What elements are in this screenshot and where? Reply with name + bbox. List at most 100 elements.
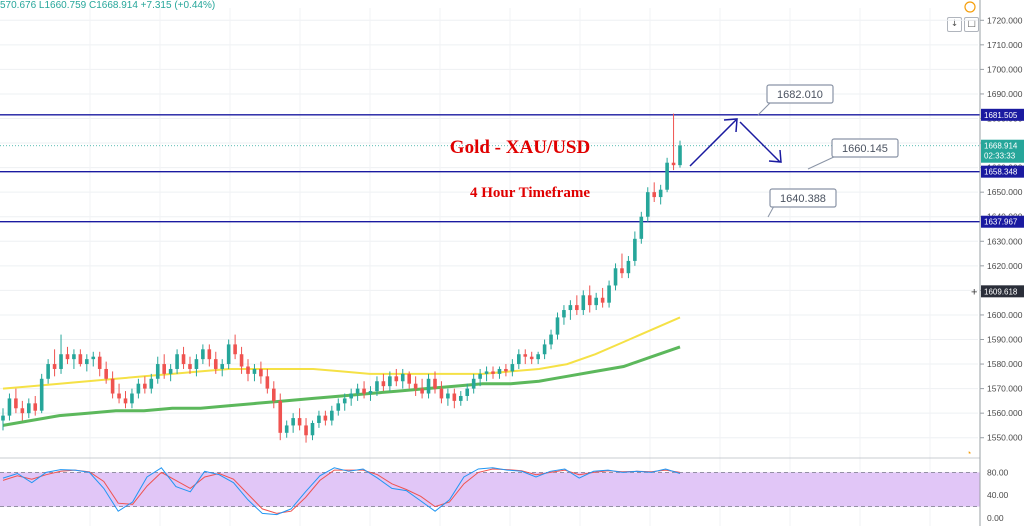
candle-body bbox=[575, 305, 579, 311]
candle-body bbox=[420, 388, 424, 394]
candle-body bbox=[452, 393, 457, 401]
candle-body bbox=[46, 364, 50, 379]
callout-label: 1660.145 bbox=[842, 143, 888, 155]
stoch-tick-label: 0.00 bbox=[987, 513, 1004, 523]
candle-body bbox=[155, 364, 160, 379]
candle-body bbox=[304, 425, 308, 436]
candle-body bbox=[207, 349, 212, 360]
candle-body bbox=[330, 410, 334, 421]
candle-body bbox=[523, 354, 528, 357]
candle-body bbox=[239, 354, 244, 367]
candle-body bbox=[52, 364, 57, 369]
level-tag-label: 1681.505 bbox=[984, 111, 1018, 120]
candle-body bbox=[665, 162, 669, 190]
arrow-up-head[interactable] bbox=[723, 118, 738, 133]
callout-box[interactable] bbox=[769, 188, 837, 208]
candle-body bbox=[91, 356, 96, 360]
y-tick-label: 1650.000 bbox=[987, 187, 1023, 197]
candle-body bbox=[626, 260, 631, 274]
y-tick-label: 1590.000 bbox=[987, 335, 1023, 345]
candle-body bbox=[633, 238, 637, 261]
price-axis[interactable]: 1550.000 1560.000 1570.000 1580.000 1590.000… bbox=[979, 0, 1024, 526]
candle-body bbox=[568, 305, 573, 311]
chart-subtitle: 4 Hour Timeframe bbox=[470, 185, 590, 201]
candle-body bbox=[426, 378, 431, 394]
candle-body bbox=[465, 388, 470, 396]
moving-averages bbox=[2, 316, 681, 427]
level-tag-label: 1658.348 bbox=[984, 168, 1018, 177]
candle-body bbox=[188, 364, 192, 369]
candle-body bbox=[549, 334, 553, 345]
ma-slow-line bbox=[2, 345, 681, 427]
stoch-tick-label: 80.00 bbox=[987, 467, 1009, 477]
candle-body bbox=[510, 364, 515, 372]
y-tick-label: 1600.000 bbox=[987, 310, 1023, 320]
level-tag bbox=[981, 165, 1024, 178]
level-tag-label: 1637.967 bbox=[984, 218, 1018, 227]
candle-body bbox=[581, 295, 586, 311]
candle-body bbox=[471, 378, 476, 389]
candle-body bbox=[587, 295, 592, 306]
candle-body bbox=[349, 393, 353, 399]
projection-arrows[interactable] bbox=[689, 118, 782, 167]
candle-body bbox=[639, 216, 644, 239]
candle-body bbox=[272, 388, 276, 401]
callout-box[interactable] bbox=[831, 138, 899, 158]
side-icons[interactable]: ◔ bbox=[964, 1, 976, 458]
stoch-band bbox=[0, 472, 980, 507]
candle-body bbox=[491, 371, 495, 374]
chart-title: Gold - XAU/USD bbox=[450, 137, 590, 158]
y-tick-label: 1570.000 bbox=[987, 384, 1023, 394]
candle-body bbox=[1, 415, 5, 421]
callout-label: 1682.010 bbox=[777, 89, 823, 101]
candle-body bbox=[278, 400, 283, 433]
arrow-up-line[interactable] bbox=[689, 119, 737, 167]
arrow-down-head[interactable] bbox=[768, 149, 782, 163]
candle-body bbox=[85, 359, 89, 365]
candle-body bbox=[478, 373, 482, 379]
current-price-tag bbox=[981, 139, 1024, 163]
candle-body bbox=[607, 285, 611, 303]
y-tick-label: 1630.000 bbox=[987, 236, 1023, 246]
axis-background bbox=[980, 0, 1024, 526]
candle-body bbox=[168, 368, 173, 374]
candle-body bbox=[226, 344, 231, 365]
candle-body bbox=[33, 403, 38, 411]
y-tick-label: 1560.000 bbox=[987, 408, 1023, 418]
clock-icon[interactable] bbox=[964, 1, 976, 13]
alert-icon[interactable]: ◔ bbox=[966, 448, 971, 458]
candle-body bbox=[678, 145, 682, 166]
candle-body bbox=[394, 376, 399, 382]
candle-body bbox=[104, 368, 108, 379]
candle-body bbox=[497, 368, 502, 374]
y-tick-label: 1720.000 bbox=[987, 15, 1023, 25]
candle-body bbox=[613, 268, 618, 286]
callout-box[interactable] bbox=[766, 84, 834, 104]
candle-body bbox=[136, 383, 141, 394]
stochastic-axis: 0.00 40.00 80.00 bbox=[987, 467, 1009, 523]
candle-body bbox=[388, 376, 392, 387]
candle-body bbox=[284, 425, 289, 433]
candle-body bbox=[213, 359, 218, 369]
candle-body bbox=[529, 356, 534, 360]
crosshair-price-label: 1609.618 bbox=[984, 287, 1018, 296]
candle-body bbox=[368, 391, 373, 394]
stoch-k-line bbox=[2, 467, 681, 516]
candle-body bbox=[162, 364, 166, 374]
price-callouts[interactable]: 1682.010 1660.145 1640.388 bbox=[757, 84, 899, 218]
arrow-down-line[interactable] bbox=[739, 121, 781, 163]
callout-label: 1640.388 bbox=[780, 193, 826, 205]
stoch-tick-label: 40.00 bbox=[987, 490, 1009, 500]
horizontal-levels[interactable] bbox=[0, 114, 980, 223]
candle-body bbox=[72, 354, 76, 360]
candle-body bbox=[259, 368, 263, 377]
candle-body bbox=[65, 354, 70, 360]
candle-body bbox=[175, 354, 179, 369]
candle-body bbox=[291, 418, 295, 426]
candle-body bbox=[39, 378, 44, 411]
candle-body bbox=[317, 415, 321, 423]
candle-body bbox=[439, 388, 444, 399]
candle-body bbox=[517, 354, 521, 365]
candle-body bbox=[375, 381, 379, 392]
